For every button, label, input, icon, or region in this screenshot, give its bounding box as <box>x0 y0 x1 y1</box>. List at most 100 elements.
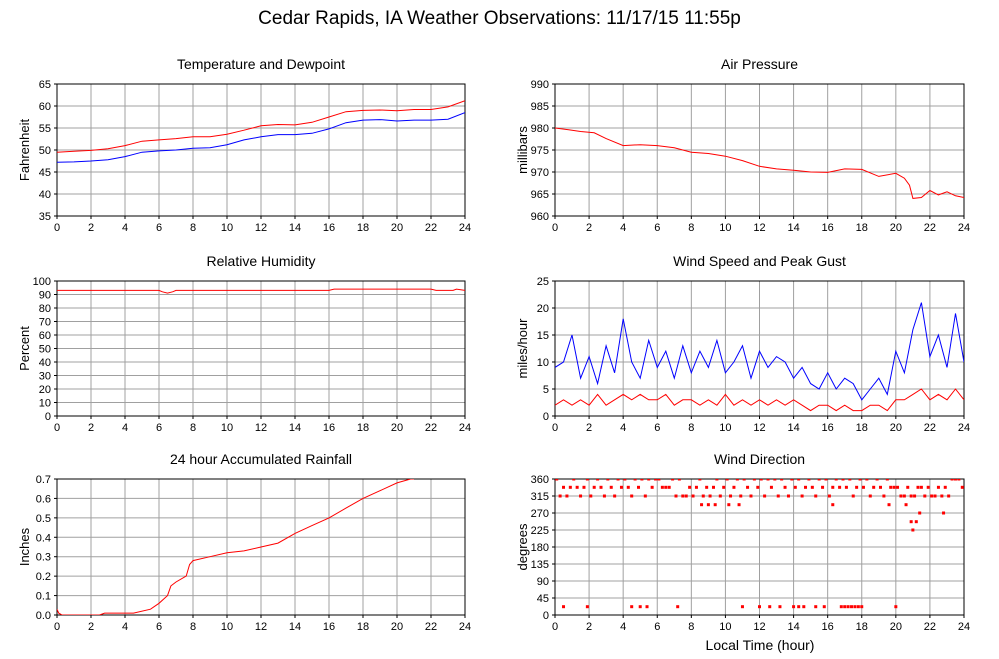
data-point <box>654 479 658 481</box>
y-tick-label: 40 <box>39 357 51 369</box>
y-tick-label: 0.5 <box>36 513 51 525</box>
x-tick-label: 6 <box>156 222 162 234</box>
data-point <box>713 503 717 507</box>
data-point <box>630 605 634 609</box>
data-point <box>783 485 787 489</box>
data-point <box>677 479 681 481</box>
x-tick-label: 24 <box>958 422 970 434</box>
x-tick-label: 2 <box>586 621 592 633</box>
data-point <box>899 494 903 498</box>
y-tick-label: 70 <box>39 317 51 329</box>
series-line-0 <box>555 302 964 401</box>
data-point <box>786 494 790 498</box>
y-tick-label: 5 <box>543 384 549 396</box>
data-point <box>860 605 864 609</box>
y-tick-label: 990 <box>531 79 549 91</box>
y-tick-label: 0.0 <box>36 610 51 622</box>
y-tick-label: 15 <box>537 330 549 342</box>
data-point <box>810 485 814 489</box>
series-line-0 <box>57 479 414 615</box>
data-point <box>896 485 900 489</box>
data-point <box>882 494 886 498</box>
y-tick-label: 0.6 <box>36 493 51 505</box>
data-point <box>804 485 808 489</box>
y-tick-label: 80 <box>39 303 51 315</box>
data-point <box>853 605 857 609</box>
x-tick-label: 12 <box>753 621 765 633</box>
y-tick-label: 965 <box>531 189 549 201</box>
y-tick-label: 975 <box>531 145 549 157</box>
y-tick-label: 360 <box>531 474 549 486</box>
data-point <box>674 494 678 498</box>
y-tick-label: 135 <box>531 559 549 571</box>
x-tick-label: 18 <box>357 222 369 234</box>
x-tick-label: 2 <box>88 222 94 234</box>
data-point <box>752 479 756 481</box>
series-line-1 <box>57 112 465 163</box>
data-point <box>711 485 715 489</box>
y-axis-label: Fahrenheit <box>17 119 32 182</box>
data-point <box>725 479 729 481</box>
data-point <box>953 479 957 481</box>
data-point <box>942 511 946 515</box>
x-tick-label: 0 <box>54 422 60 434</box>
y-tick-label: 45 <box>537 593 549 605</box>
data-point <box>778 605 782 609</box>
x-tick-label: 18 <box>357 621 369 633</box>
x-tick-label: 20 <box>391 621 403 633</box>
x-tick-label: 18 <box>856 621 868 633</box>
x-tick-label: 24 <box>958 621 970 633</box>
data-point <box>684 494 688 498</box>
data-point <box>821 485 825 489</box>
series-line-0 <box>57 100 465 153</box>
y-tick-label: 315 <box>531 491 549 503</box>
x-tick-label: 4 <box>122 621 128 633</box>
y-tick-label: 980 <box>531 123 549 135</box>
data-point <box>856 605 860 609</box>
data-point <box>960 485 964 489</box>
data-point <box>555 479 559 481</box>
x-tick-label: 22 <box>924 222 936 234</box>
data-point <box>737 503 741 507</box>
x-tick-label: 8 <box>688 621 694 633</box>
x-tick-label: 2 <box>88 621 94 633</box>
data-point <box>916 485 920 489</box>
data-point <box>643 494 647 498</box>
x-tick-label: 24 <box>958 222 970 234</box>
data-point <box>872 485 876 489</box>
data-point <box>773 479 777 481</box>
y-tick-label: 50 <box>39 344 51 356</box>
data-point <box>589 494 593 498</box>
x-tick-label: 20 <box>391 222 403 234</box>
data-point <box>565 494 569 498</box>
x-tick-label: 10 <box>221 621 233 633</box>
data-point <box>848 479 852 481</box>
data-point <box>909 520 913 524</box>
data-point <box>790 479 794 481</box>
data-point <box>758 605 761 609</box>
series-line-1 <box>555 388 964 412</box>
data-point <box>906 485 910 489</box>
series-line-0 <box>555 127 964 199</box>
x-tick-label: 6 <box>156 621 162 633</box>
x-tick-label: 4 <box>122 222 128 234</box>
data-point <box>923 494 927 498</box>
data-point <box>943 485 947 489</box>
data-point <box>940 494 944 498</box>
data-point <box>797 479 801 481</box>
x-tick-label: 4 <box>620 422 626 434</box>
x-tick-label: 24 <box>459 621 471 633</box>
y-tick-label: 40 <box>39 189 51 201</box>
data-point <box>918 511 922 515</box>
data-point <box>776 494 780 498</box>
x-tick-label: 0 <box>54 222 60 234</box>
data-point <box>957 479 961 481</box>
data-point <box>735 479 739 481</box>
data-point <box>698 479 702 481</box>
data-point <box>681 494 685 498</box>
data-point <box>814 494 818 498</box>
data-point <box>831 485 835 489</box>
x-tick-label: 22 <box>425 222 437 234</box>
